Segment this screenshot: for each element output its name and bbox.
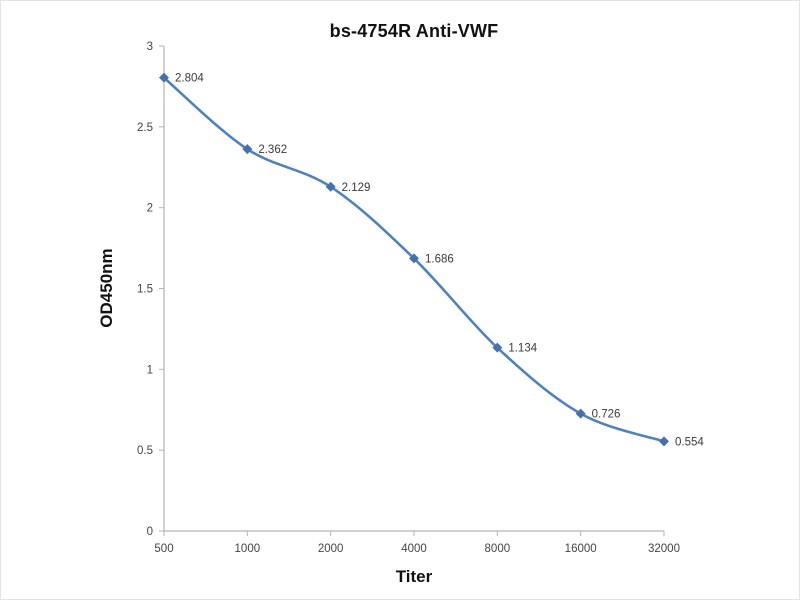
y-tick-label: 2 xyxy=(147,203,153,215)
data-point-label: 2.129 xyxy=(342,182,371,194)
data-point-label: 1.134 xyxy=(508,343,537,355)
x-tick-label: 16000 xyxy=(565,543,597,555)
data-point-label: 2.362 xyxy=(258,144,287,156)
y-tick-label: 3 xyxy=(147,41,153,53)
data-point-label: 0.554 xyxy=(675,436,704,448)
y-tick-label: 0.5 xyxy=(137,445,153,457)
y-tick-label: 1.5 xyxy=(137,284,153,296)
x-tick-label: 2000 xyxy=(318,543,344,555)
data-point-marker xyxy=(409,253,419,264)
data-point-label: 0.726 xyxy=(592,409,621,421)
data-point-label: 1.686 xyxy=(425,253,454,265)
x-tick-label: 32000 xyxy=(648,543,680,555)
x-tick-label: 500 xyxy=(154,543,173,555)
chart-title: bs-4754R Anti-VWF xyxy=(329,21,499,41)
data-point-label: 2.804 xyxy=(175,73,204,85)
data-point-marker xyxy=(159,72,169,83)
data-point-marker xyxy=(659,436,669,447)
x-tick-label: 1000 xyxy=(235,543,261,555)
y-tick-label: 0 xyxy=(147,526,153,538)
x-tick-label: 8000 xyxy=(485,543,511,555)
data-point-marker xyxy=(242,144,253,155)
y-tick-label: 2.5 xyxy=(137,122,153,134)
data-point-marker xyxy=(575,408,586,419)
y-tick-label: 1 xyxy=(147,364,153,376)
x-axis-title: Titer xyxy=(395,567,433,586)
data-point-marker xyxy=(492,342,503,353)
data-point-marker xyxy=(325,181,336,192)
x-tick-label: 4000 xyxy=(401,543,427,555)
